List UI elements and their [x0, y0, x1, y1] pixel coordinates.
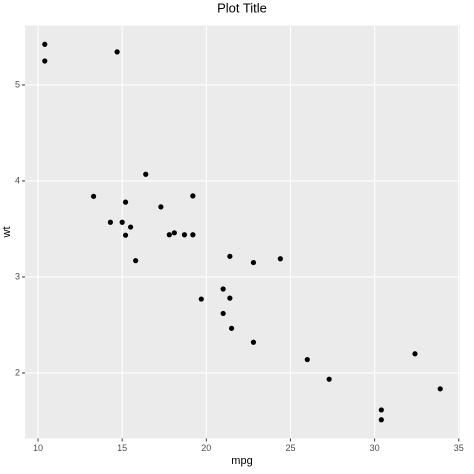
point	[250, 339, 257, 345]
point	[122, 199, 129, 205]
y-tick-label: 4	[15, 175, 20, 185]
y-tick-label: 2	[15, 367, 20, 377]
point	[90, 193, 97, 199]
point	[42, 58, 48, 64]
point	[181, 232, 188, 238]
point	[122, 232, 129, 238]
point	[190, 232, 196, 238]
point	[133, 258, 139, 264]
point	[127, 224, 134, 230]
point	[158, 204, 164, 210]
point	[250, 259, 257, 266]
y-tick-label: 3	[15, 271, 20, 281]
point	[228, 325, 235, 331]
x-axis-label: mpg	[231, 455, 252, 467]
point	[166, 232, 172, 238]
x-tick-label: 10	[33, 443, 43, 453]
point	[107, 219, 114, 225]
point	[143, 171, 149, 177]
x-tick-label: 25	[285, 443, 295, 453]
chart-title: Plot Title	[217, 0, 267, 15]
point	[378, 417, 384, 423]
point	[42, 41, 48, 47]
y-axis-label: wt	[1, 227, 13, 239]
point	[412, 351, 418, 357]
point	[227, 295, 233, 301]
point	[326, 376, 332, 382]
point	[220, 310, 226, 317]
x-tick-label: 30	[370, 443, 380, 453]
point	[114, 49, 120, 55]
panel	[25, 25, 460, 439]
x-tick-label: 35	[454, 443, 464, 453]
point	[220, 286, 226, 292]
x-tick-label: 15	[117, 443, 127, 453]
point	[190, 193, 196, 199]
y-tick-label: 5	[15, 79, 20, 89]
point	[378, 407, 384, 413]
point	[171, 230, 177, 236]
point	[277, 256, 283, 262]
point	[119, 219, 125, 225]
point	[304, 356, 310, 363]
point	[437, 386, 443, 392]
x-tick-label: 20	[201, 443, 211, 453]
point	[198, 296, 204, 302]
point	[227, 253, 233, 259]
